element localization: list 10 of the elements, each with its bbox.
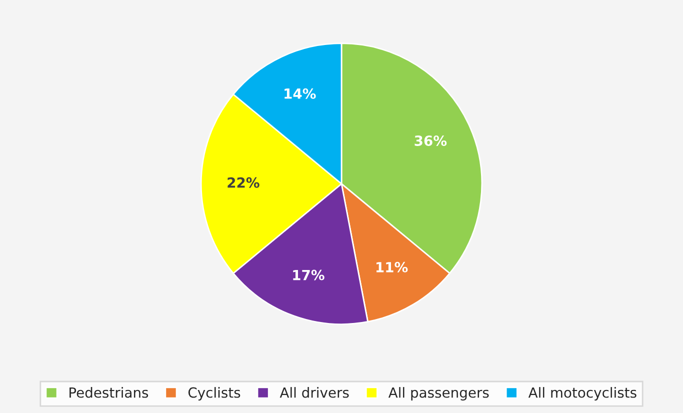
legend-label: All passengers	[388, 387, 489, 400]
legend-label: All motocyclists	[528, 387, 636, 400]
data-label: 22%	[228, 177, 260, 188]
legend-label: Pedestrians	[70, 387, 148, 398]
legend-label: All drivers	[280, 387, 349, 398]
data-label: 11%	[376, 262, 408, 272]
data-label: 14%	[284, 88, 316, 99]
legend-label: Cyclists	[188, 387, 240, 400]
data-label: 36%	[414, 135, 447, 146]
data-label: 17%	[293, 270, 324, 280]
